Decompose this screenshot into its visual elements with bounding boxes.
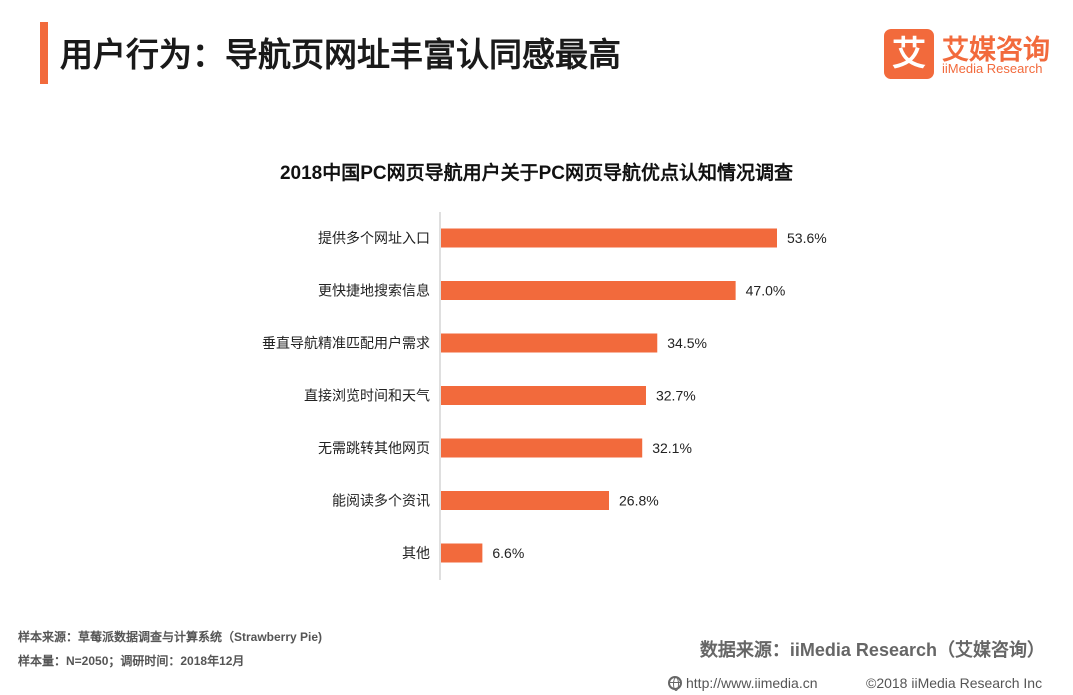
value-label: 32.7%: [656, 388, 696, 404]
value-label: 26.8%: [619, 493, 659, 509]
bar: [441, 228, 777, 248]
copyright: ©2018 iiMedia Research Inc: [866, 675, 1043, 691]
category-label: 直接浏览时间和天气: [304, 388, 430, 404]
bar: [441, 281, 736, 300]
bar: [441, 491, 609, 510]
sample-size: 样本量：N=2050；调研时间：2018年12月: [18, 654, 245, 668]
value-label: 32.1%: [652, 440, 692, 456]
title-accent-bar: [40, 22, 48, 84]
value-label: 6.6%: [492, 545, 524, 561]
category-label: 无需跳转其他网页: [318, 440, 430, 456]
bar: [441, 333, 658, 353]
logo-mark: 艾: [884, 29, 934, 79]
logo: 艾 艾媒咨询 iiMedia Research: [884, 26, 1054, 80]
chart-title: 2018中国PC网页导航用户关于PC网页导航优点认知情况调查: [279, 163, 794, 184]
category-label: 垂直导航精准匹配用户需求: [262, 335, 430, 351]
website-link[interactable]: http://www.iimedia.cn: [668, 675, 818, 691]
logo-name-cn: 艾媒咨询: [942, 35, 1050, 65]
bar: [441, 543, 483, 563]
value-label: 47.0%: [746, 283, 786, 299]
website-url: http://www.iimedia.cn: [686, 675, 818, 691]
category-label: 提供多个网址入口: [318, 230, 430, 246]
bar: [441, 438, 643, 458]
value-label: 53.6%: [787, 230, 827, 246]
globe-icon: [668, 676, 682, 691]
page-title: 用户行为：导航页网址丰富认同感最高: [60, 36, 621, 73]
category-label: 其他: [402, 545, 430, 561]
category-label: 能阅读多个资讯: [332, 493, 430, 509]
bar: [441, 386, 646, 405]
category-label: 更快捷地搜索信息: [318, 283, 430, 299]
value-label: 34.5%: [667, 335, 707, 351]
data-source: 数据来源：iiMedia Research（艾媒咨询）: [699, 640, 1045, 660]
logo-name-en: iiMedia Research: [942, 61, 1043, 76]
sample-source: 样本来源：草莓派数据调查与计算系统（Strawberry Pie): [18, 630, 323, 644]
